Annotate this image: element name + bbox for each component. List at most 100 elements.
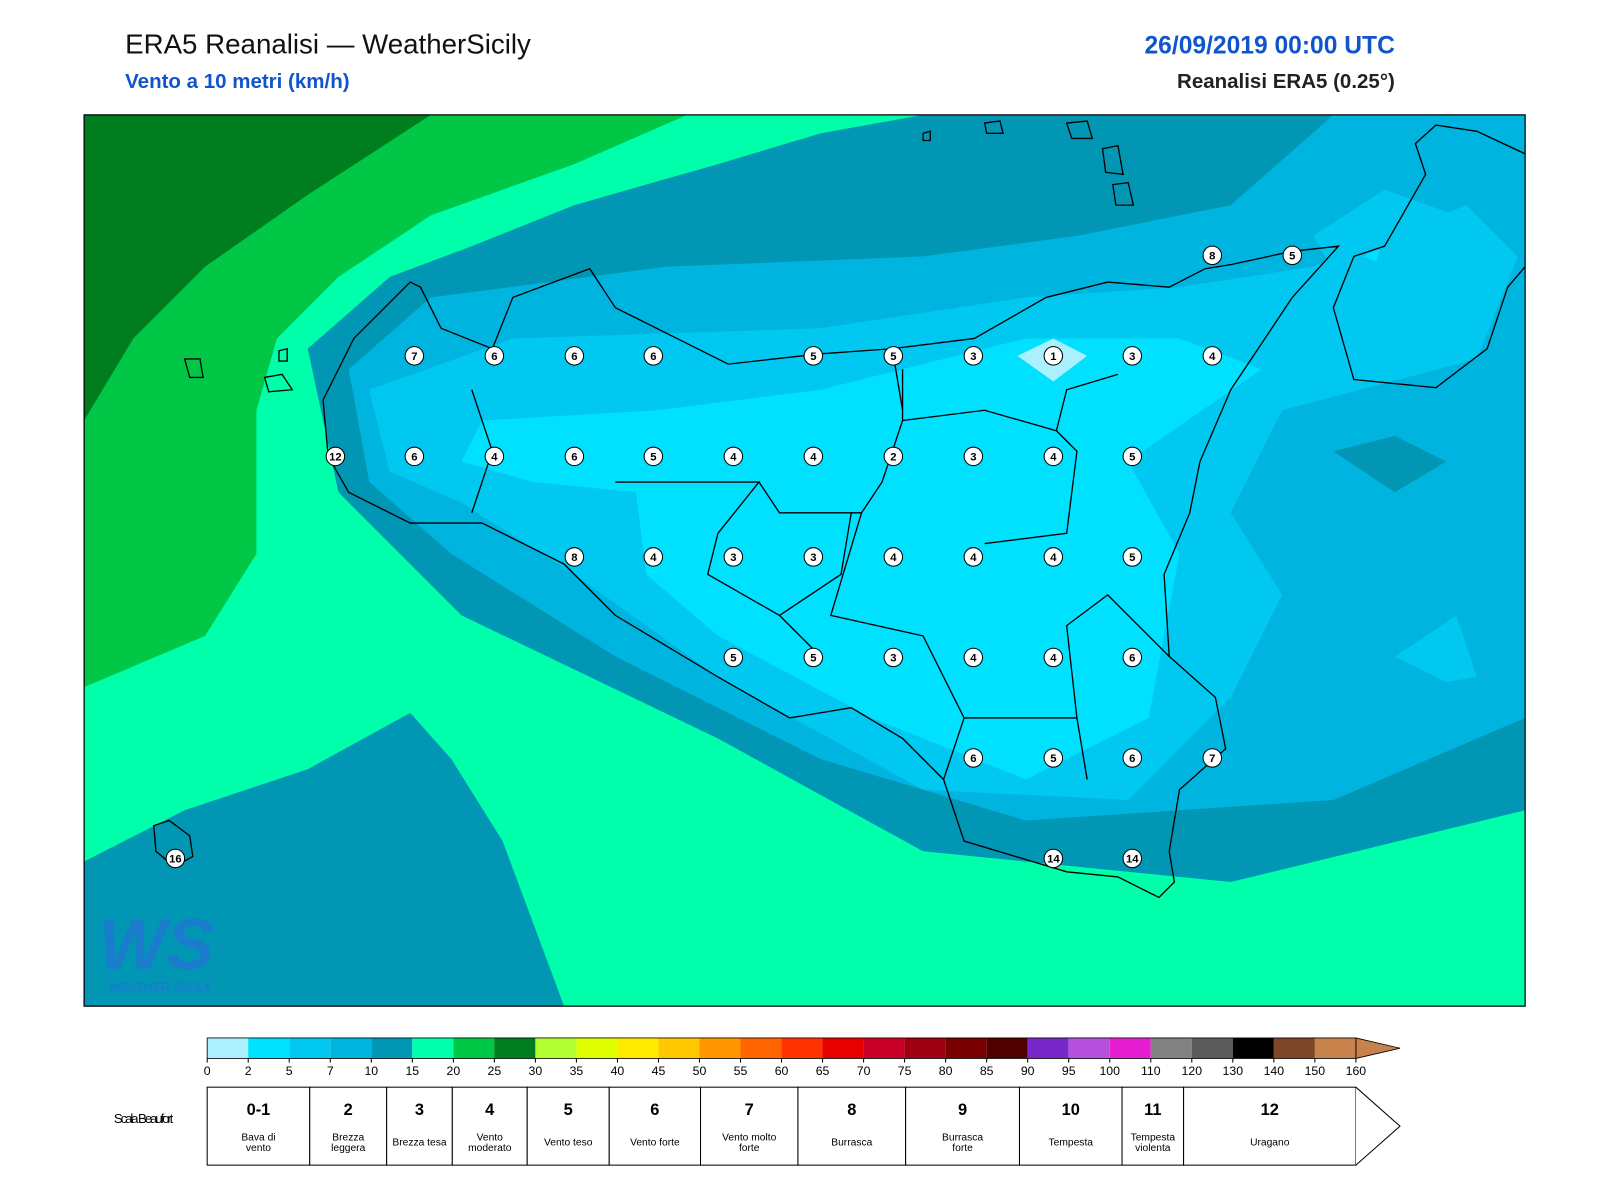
station-marker: [803, 547, 824, 567]
beaufort-force: 12: [1261, 1101, 1279, 1119]
station-value: 7: [1209, 753, 1215, 765]
station-marker: [723, 547, 744, 567]
beaufort-cell: [905, 1086, 1020, 1166]
beaufort-name-box: Burrasca forte: [942, 1132, 984, 1154]
colorbar-tick-label: 10: [364, 1064, 378, 1078]
station-value: 16: [169, 854, 182, 866]
beaufort-force: 11: [1144, 1101, 1161, 1119]
station-marker: [1122, 446, 1143, 467]
station-marker: [963, 547, 984, 567]
station-marker: [963, 647, 984, 668]
colorbar-tick-label: 20: [446, 1064, 460, 1078]
logo-mark: WS: [98, 905, 214, 985]
station-value: 6: [411, 452, 417, 464]
station-marker: [564, 346, 585, 366]
colorbar-tick-label: 95: [1062, 1064, 1076, 1078]
subtitle: Vento a 10 metri (km/h): [125, 70, 349, 93]
colorbar-segment: [699, 1037, 741, 1059]
beaufort-cell: [608, 1086, 702, 1166]
beaufort-force: 6: [650, 1101, 659, 1119]
beaufort-name: Vento forte: [630, 1137, 680, 1149]
station-value: 2: [890, 452, 896, 464]
station-marker: [723, 647, 744, 668]
station-marker: [1043, 848, 1064, 869]
station-marker: [325, 446, 346, 467]
station-value: 14: [1047, 854, 1060, 866]
colorbar-segment: [371, 1037, 413, 1059]
colorbar-segment: [1232, 1037, 1274, 1059]
beaufort-name: Burrasca forte: [942, 1132, 984, 1154]
beaufort-name: Vento moderato: [468, 1132, 512, 1154]
station-value: 3: [970, 452, 976, 464]
station-marker: [1043, 346, 1064, 366]
colorbar-segment: [576, 1037, 618, 1059]
colorbar-tick-label: 70: [857, 1064, 871, 1078]
station-value: 6: [571, 452, 577, 464]
station-marker: [1043, 547, 1064, 567]
colorbar-segment: [289, 1037, 331, 1059]
beaufort-name: Uragano: [1250, 1137, 1290, 1149]
beaufort-name: Burrasca: [831, 1137, 873, 1149]
station-marker: [643, 346, 664, 366]
beaufort-arrow: [1355, 1086, 1401, 1166]
beaufort-name: Vento molto forte: [722, 1132, 777, 1154]
station-marker: [1122, 848, 1143, 869]
beaufort-name-box: Bava di vento: [241, 1132, 276, 1154]
colorbar-tick-label: 40: [611, 1064, 625, 1078]
station-value: 7: [411, 351, 417, 363]
station-marker: [1122, 748, 1143, 768]
station-value: 6: [571, 351, 577, 363]
colorbar-tick-label: 30: [529, 1064, 543, 1078]
colorbar-segment: [822, 1037, 864, 1059]
colorbar-segment: [1109, 1037, 1151, 1059]
station-value: 5: [1129, 552, 1135, 564]
colorbar-tick-label: 160: [1346, 1064, 1367, 1078]
colorbar-segment: [453, 1037, 495, 1059]
station-value: 5: [890, 351, 896, 363]
station-value: 4: [1050, 653, 1057, 665]
station-marker: [643, 547, 664, 567]
colorbar-tick-label: 45: [652, 1064, 666, 1078]
colorbar-tick-label: 0: [204, 1064, 211, 1078]
colorbar-tick-label: 55: [734, 1064, 748, 1078]
beaufort-cell: [526, 1086, 610, 1166]
colorbar-segment: [207, 1037, 249, 1059]
station-marker: [1202, 346, 1223, 366]
beaufort-name-box: Burrasca: [831, 1137, 873, 1149]
beaufort-force: 5: [564, 1101, 573, 1119]
station-value: 3: [970, 351, 976, 363]
colorbar-tick-label: 140: [1264, 1064, 1285, 1078]
beaufort-name-box: Brezza leggera: [331, 1132, 366, 1154]
beaufort-cell: [797, 1086, 907, 1166]
station-value: 4: [890, 552, 897, 564]
station-value: 5: [810, 351, 816, 363]
station-value: 4: [970, 552, 977, 564]
station-value: 1: [1050, 351, 1056, 363]
colorbar-segment: [945, 1037, 987, 1059]
station-marker: [404, 346, 425, 366]
station-marker: [1202, 748, 1223, 768]
colorbar-segment: [1150, 1037, 1192, 1059]
station-value: 8: [571, 552, 577, 564]
station-marker: [564, 547, 585, 567]
station-marker: [484, 346, 505, 366]
beaufort-name-box: Brezza tesa: [392, 1138, 446, 1148]
station-marker: [803, 446, 824, 467]
station-marker: [883, 647, 904, 668]
station-marker: [803, 346, 824, 366]
beaufort-name: Brezza leggera: [331, 1132, 366, 1154]
logo-name: WEATHER SICILY: [109, 980, 212, 994]
beaufort-name: Bava di vento: [241, 1132, 276, 1154]
station-value: 6: [650, 351, 656, 363]
beaufort-force: 10: [1062, 1101, 1080, 1119]
colorbar-tick-label: 15: [405, 1064, 419, 1078]
station-value: 6: [491, 351, 497, 363]
colorbar-tick-label: 7: [327, 1064, 334, 1078]
colorbar-tick-label: 130: [1223, 1064, 1244, 1078]
beaufort-cell: [1121, 1086, 1185, 1166]
beaufort-cell: [1183, 1086, 1357, 1166]
colorbar-segment: [1068, 1037, 1110, 1059]
beaufort-name-box: Vento molto forte: [722, 1132, 777, 1154]
beaufort-name-box: Vento moderato: [468, 1132, 512, 1154]
beaufort-force: 7: [745, 1101, 754, 1119]
